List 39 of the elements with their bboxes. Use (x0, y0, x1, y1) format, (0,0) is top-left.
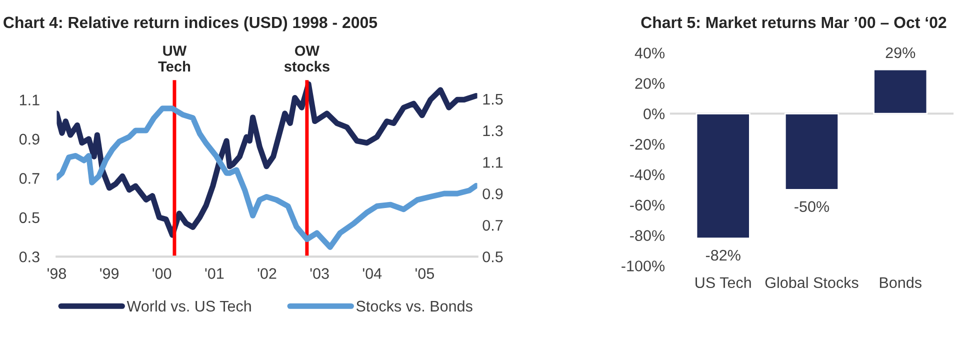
x-tick-label: Bonds (880, 276, 922, 288)
y-tick-label: 1.1 (20, 94, 40, 106)
y-tick-label: 0.5 (19, 212, 40, 224)
y-tick-label: 0.3 (19, 251, 40, 262)
y-tick-label: -40% (630, 169, 665, 180)
y2-tick-label: 1.5 (483, 94, 503, 105)
x-tick-label: '05 (416, 268, 434, 279)
x-tick-label: '98 (48, 268, 66, 279)
x-tick-label: Global Stocks (765, 276, 858, 288)
data-label: -50% (794, 201, 830, 212)
x-tick-label: '00 (152, 268, 172, 279)
x-tick-label: '02 (258, 268, 276, 279)
x-tick-label: US Tech (696, 276, 751, 288)
y-tick-label: 0.9 (19, 134, 40, 145)
y-tick-label: 40% (634, 48, 665, 58)
ref-line-label: UW Tech (158, 46, 190, 72)
x-tick-label: '03 (310, 268, 329, 279)
y-tick-label: -100% (622, 260, 665, 272)
y2-tick-label: 0.5 (482, 251, 503, 262)
data-label: 29% (886, 47, 916, 58)
y2-tick-label: 0.7 (482, 220, 503, 231)
x-tick-label: '04 (362, 268, 382, 279)
x-tick-label: '01 (205, 268, 224, 279)
y-tick-label: -80% (630, 230, 665, 241)
y-tick-label: -20% (630, 138, 665, 150)
y2-tick-label: 0.9 (482, 188, 503, 200)
y2-tick-label: 1.1 (483, 157, 503, 168)
legend-label: World vs. US Tech (126, 300, 251, 312)
y-tick-label: 0.7 (19, 173, 40, 184)
y-tick-label: -60% (630, 200, 665, 211)
chart-title: Chart 5: Market returns Mar ’00 – Oct ‘02 (641, 16, 946, 28)
legend-label: Stocks vs. Bonds (356, 300, 472, 312)
y2-tick-label: 1.3 (483, 125, 503, 136)
y-tick-label: 0% (644, 108, 665, 120)
ref-line-label: OW stocks (284, 46, 330, 72)
data-label: -82% (706, 250, 740, 261)
x-tick-label: '99 (100, 268, 119, 279)
chart-title: Chart 4: Relative return indices (USD) 1998 - 2005 (4, 16, 378, 32)
y-tick-label: 20% (635, 78, 665, 89)
